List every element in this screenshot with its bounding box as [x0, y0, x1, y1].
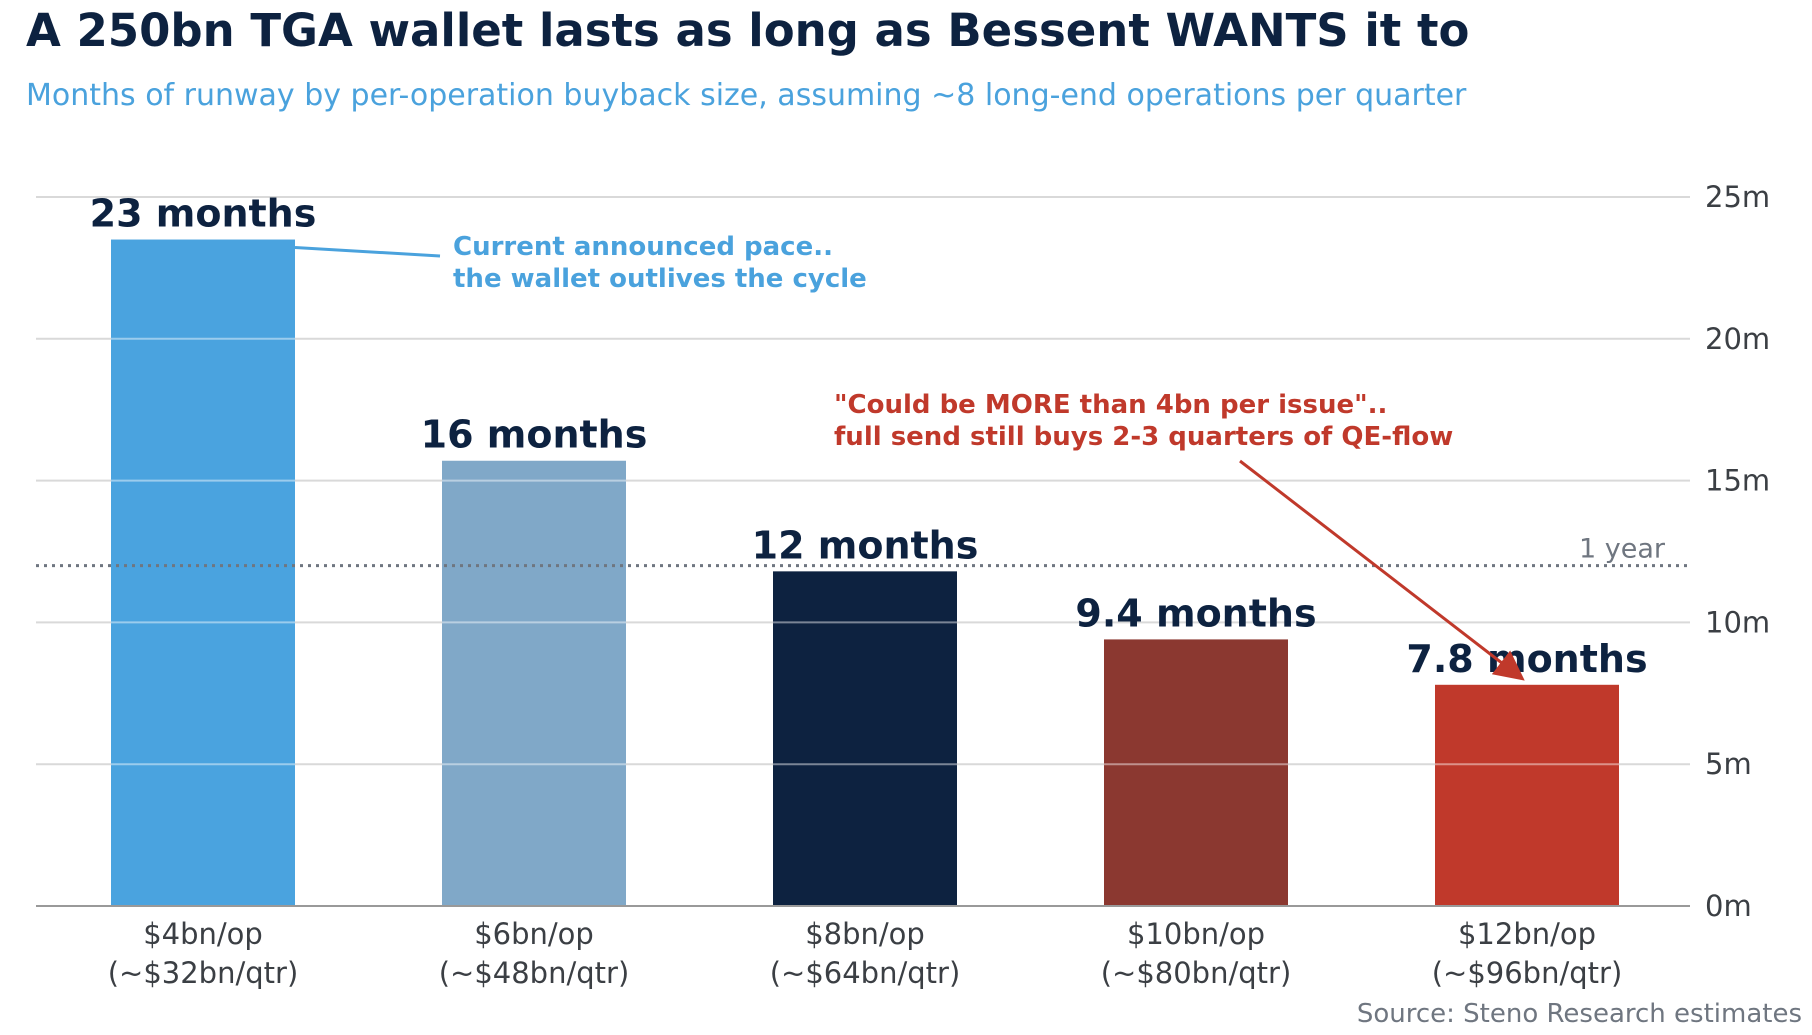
- x-tick-label: $6bn/op: [474, 917, 594, 951]
- x-tick-label: $8bn/op: [805, 917, 925, 951]
- x-tick-label: (~$64bn/qtr): [770, 956, 961, 990]
- y-tick-label: 20m: [1705, 322, 1770, 356]
- annotation-text: "Could be MORE than 4bn per issue"..: [834, 390, 1387, 420]
- data-label: 9.4 months: [1075, 591, 1316, 635]
- x-tick-label: (~$80bn/qtr): [1101, 956, 1292, 990]
- x-tick-label: $12bn/op: [1458, 917, 1596, 951]
- bar: [1435, 684, 1619, 906]
- x-tick-label: (~$32bn/qtr): [108, 956, 299, 990]
- bar-chart: 1 year 0m 5m 10m 15m 20m 25m $4bn/op (~$32bn/qtr…: [36, 180, 1770, 990]
- bar: [111, 239, 295, 907]
- annotation-text: Current announced pace..: [453, 232, 833, 262]
- reference-line-label: 1 year: [1579, 534, 1666, 565]
- source-note: Source: Steno Research estimates: [1356, 999, 1802, 1029]
- y-tick-label: 10m: [1705, 605, 1770, 639]
- annotation-text: full send still buys 2-3 quarters of QE-…: [834, 422, 1453, 452]
- x-tick-label: $4bn/op: [143, 917, 263, 951]
- y-tick-label: 15m: [1705, 464, 1770, 498]
- annotation-connector: [294, 246, 441, 258]
- data-label: 12 months: [752, 523, 979, 567]
- y-tick-label: 25m: [1705, 180, 1770, 214]
- y-tick-label: 5m: [1705, 747, 1752, 781]
- x-tick-label: (~$96bn/qtr): [1432, 956, 1623, 990]
- x-tick-label: $10bn/op: [1127, 917, 1265, 951]
- bar: [442, 460, 626, 906]
- data-label: 7.8 months: [1406, 637, 1647, 681]
- data-label: 23 months: [90, 192, 317, 236]
- annotation-text: the wallet outlives the cycle: [453, 264, 867, 294]
- x-tick-label: (~$48bn/qtr): [439, 956, 630, 990]
- bar: [1104, 639, 1288, 906]
- data-label: 16 months: [421, 413, 648, 457]
- bar: [773, 571, 957, 906]
- y-tick-label: 0m: [1705, 889, 1752, 923]
- annotation-arrow: [1239, 459, 1525, 681]
- chart-title: A 250bn TGA wallet lasts as long as Bess…: [26, 4, 1470, 57]
- chart-subtitle: Months of runway by per-operation buybac…: [26, 78, 1467, 113]
